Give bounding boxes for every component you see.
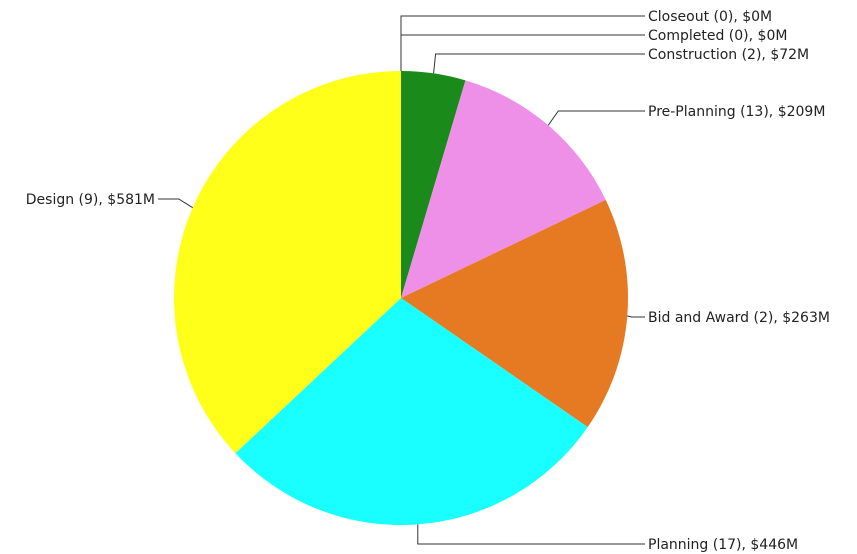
slice-construction[interactable]: [401, 71, 466, 298]
pie-slices: [173, 71, 628, 525]
slice-label-bid-and-award: Bid and Award (2), $263M: [648, 310, 830, 326]
slice-labels: Closeout (0), $0M Completed (0), $0M Const…: [26, 9, 830, 553]
slice-bid-and-award[interactable]: [401, 199, 628, 428]
slice-label-design: Design (9), $581M: [26, 192, 155, 208]
leader-line-construction: [433, 53, 645, 74]
slice-label-closeout: Closeout (0), $0M: [648, 9, 772, 25]
slice-pre-planning[interactable]: [401, 80, 606, 298]
slice-label-pre-planning: Pre-Planning (13), $209M: [648, 104, 825, 120]
slice-label-completed: Completed (0), $0M: [648, 28, 787, 44]
leader-line-bid-and-award: [627, 315, 645, 318]
slice-design[interactable]: [173, 71, 401, 454]
leader-line-design: [158, 198, 193, 209]
leader-lines: [158, 15, 645, 545]
slice-planning[interactable]: [235, 298, 588, 525]
leader-line-completed: [400, 34, 645, 71]
slice-label-construction: Construction (2), $72M: [648, 47, 809, 63]
slice-label-planning: Planning (17), $446M: [648, 537, 798, 553]
leader-line-closeout: [400, 15, 645, 71]
leader-line-pre-planning: [547, 110, 645, 126]
leader-line-planning: [417, 524, 645, 545]
